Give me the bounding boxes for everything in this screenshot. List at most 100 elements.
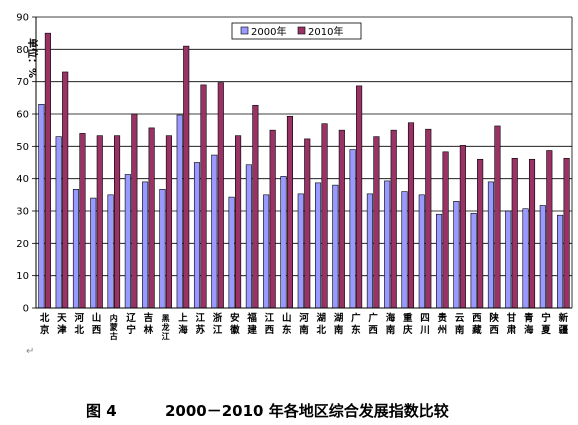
bar-2000 <box>470 212 477 309</box>
x-tick-label: 北京 <box>40 312 50 336</box>
bar-2000 <box>142 181 149 309</box>
x-tick-label: 宁夏 <box>540 312 551 336</box>
legend-swatch-2010 <box>297 26 306 35</box>
y-tick-label: 50 <box>16 142 29 153</box>
bar-2010 <box>79 133 86 309</box>
bar-2000 <box>418 194 425 309</box>
bar-2000 <box>401 191 408 309</box>
x-tick-label: 陕西 <box>489 312 499 336</box>
bar-2010 <box>62 71 69 309</box>
bar-2010 <box>148 127 155 309</box>
bar-2010 <box>269 129 276 309</box>
bar-2010 <box>563 157 570 309</box>
bar-2010 <box>356 85 363 309</box>
bar-2010 <box>235 135 242 309</box>
y-tick-label: 30 <box>16 207 29 218</box>
y-tick-label: 70 <box>16 77 29 88</box>
bar-2000 <box>522 208 529 309</box>
x-tick-label: 海南 <box>386 312 396 336</box>
figure-title: 2000－2010 年各地区综合发展指数比较 <box>165 402 449 420</box>
legend-label-2010: 2010年 <box>308 25 343 38</box>
bar-2000 <box>314 182 322 309</box>
bar-2010 <box>338 129 345 309</box>
x-tick-label: 青海 <box>524 312 534 336</box>
bar-2010 <box>511 157 518 309</box>
x-tick-label: 河南 <box>299 312 309 336</box>
axes <box>32 16 573 309</box>
corner-mark-chart: ↵ <box>26 346 35 357</box>
legend-label-2000: 2000年 <box>251 25 286 38</box>
bars <box>38 32 570 309</box>
x-tick-label: 江西 <box>265 312 275 336</box>
bar-2010 <box>44 32 51 309</box>
bar-2010 <box>390 129 397 309</box>
bar-2000 <box>107 194 114 309</box>
bar-2000 <box>453 201 460 309</box>
bar-2010 <box>407 122 415 309</box>
bar-2000 <box>366 193 373 309</box>
bar-2000 <box>176 114 183 309</box>
x-tick-label: 重庆 <box>402 312 413 336</box>
bar-2000 <box>124 174 131 309</box>
bar-2000 <box>505 210 512 309</box>
x-tick-label: 湖南 <box>334 312 344 336</box>
x-tick-label: 江苏 <box>196 312 206 336</box>
x-tick-label: 广东 <box>351 312 361 336</box>
bar-2000 <box>557 214 564 309</box>
bar-2000 <box>211 154 218 309</box>
y-axis-label: 单位：% <box>26 38 39 78</box>
bar-2000 <box>193 162 201 309</box>
bar-2010 <box>546 150 553 309</box>
x-tick-label: 内蒙古 <box>110 313 118 341</box>
bar-2000 <box>263 194 270 309</box>
legend: 2000年 2010年 <box>231 22 362 40</box>
bar-2000 <box>332 184 339 309</box>
figure-number: 图 4 <box>86 402 117 420</box>
x-tick-label: 河北 <box>74 312 84 336</box>
x-tick-label: 甘肃 <box>507 312 517 336</box>
x-tick-label: 上海 <box>178 312 188 336</box>
legend-swatch-2000 <box>240 26 249 35</box>
x-tick-label: 四川 <box>419 313 430 336</box>
bar-2010 <box>528 158 536 309</box>
bar-2010 <box>183 45 190 309</box>
bar-2000 <box>539 205 546 309</box>
y-tick-label: 40 <box>16 174 29 185</box>
bar-2010 <box>217 82 224 309</box>
x-tick-label: 云南 <box>455 313 465 336</box>
bar-2010 <box>252 104 259 309</box>
bar-2000 <box>55 136 62 309</box>
bar-2000 <box>384 180 391 309</box>
figure-caption: 图 4 2000－2010 年各地区综合发展指数比较 <box>0 396 578 420</box>
y-tick-label: 90 <box>16 13 29 24</box>
bar-2000 <box>349 149 356 309</box>
bar-2000 <box>38 104 45 309</box>
x-tick-label: 福建 <box>246 312 257 336</box>
x-tick-label: 安徽 <box>229 312 240 336</box>
y-tick-label: 60 <box>16 110 29 121</box>
bar-2010 <box>304 138 311 309</box>
y-tick-label: 0 <box>23 304 29 315</box>
bar-2010 <box>494 125 501 309</box>
bar-2010 <box>286 115 294 309</box>
x-tick-label: 贵州 <box>437 312 448 336</box>
bar-2000 <box>245 164 252 309</box>
chart: 0 10 20 30 40 50 60 70 80 90 北京天津河北山西内蒙古辽宁吉林黑龙江上海… <box>16 13 573 341</box>
x-tick-label: 西藏 <box>472 313 482 336</box>
bar-2000 <box>436 213 443 309</box>
bar-2010 <box>96 135 103 309</box>
bar-2000 <box>159 189 166 309</box>
bar-2010 <box>477 158 484 309</box>
x-tick-label: 吉林 <box>144 312 154 336</box>
y-tick-labels: 0 10 20 30 40 50 60 70 80 90 <box>16 13 29 315</box>
bar-2010 <box>373 136 380 309</box>
x-tick-label: 广西 <box>368 312 378 336</box>
bar-2010 <box>114 135 121 309</box>
bar-2010 <box>200 84 207 309</box>
y-tick-label: 80 <box>16 45 29 56</box>
x-tick-label: 湖北 <box>317 312 327 336</box>
bar-2010 <box>425 128 432 309</box>
x-tick-label: 山东 <box>282 312 292 336</box>
x-tick-label: 黑龙江 <box>161 313 170 341</box>
bar-2010 <box>459 145 466 309</box>
